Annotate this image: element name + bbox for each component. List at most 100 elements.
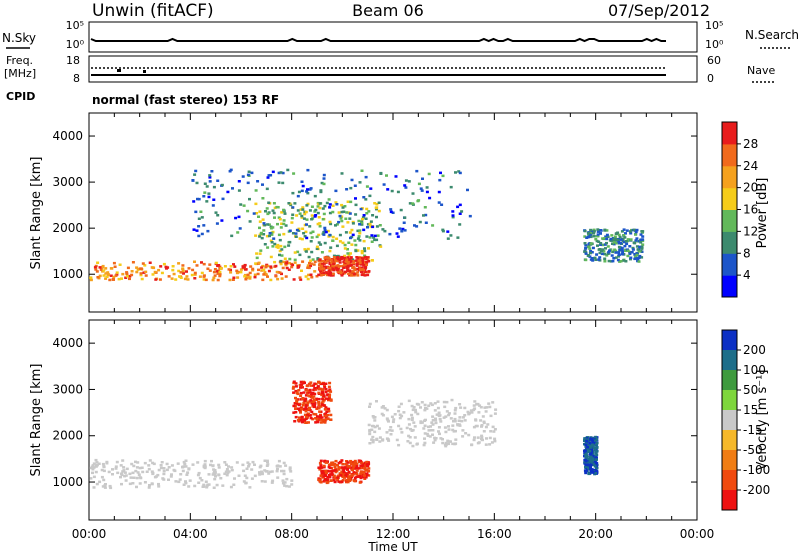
echo-mark: [323, 408, 327, 411]
echo-mark: [99, 268, 103, 271]
echo-mark: [331, 235, 335, 239]
echo-mark: [92, 462, 96, 465]
echo-mark: [335, 237, 339, 240]
echo-mark: [280, 222, 284, 225]
y-tick-label: 4000: [52, 129, 83, 143]
echo-mark: [313, 194, 317, 198]
echo-mark: [355, 262, 359, 266]
echo-mark: [276, 467, 279, 471]
echo-mark: [348, 262, 352, 265]
echo-mark: [324, 406, 328, 409]
echo-mark: [456, 205, 460, 209]
echo-mark: [389, 433, 393, 436]
echo-mark: [135, 485, 138, 489]
echo-mark: [349, 186, 353, 190]
echo-mark: [362, 214, 366, 217]
echo-mark: [356, 271, 360, 274]
echo-mark: [354, 243, 358, 247]
echo-mark: [277, 233, 281, 237]
echo-mark: [408, 441, 412, 445]
echo-mark: [301, 386, 304, 389]
echo-mark: [254, 262, 258, 265]
echo-mark: [345, 211, 349, 214]
echo-mark: [454, 406, 458, 410]
echo-mark: [477, 441, 481, 444]
echo-mark: [230, 234, 234, 238]
colorbar-swatch: [722, 370, 737, 391]
echo-mark: [334, 259, 338, 262]
echo-mark: [334, 268, 338, 271]
echo-mark: [413, 224, 416, 227]
echo-mark: [477, 411, 481, 414]
echo-mark: [375, 437, 379, 441]
echo-mark: [349, 260, 353, 263]
echo-mark: [312, 388, 316, 392]
echo-mark: [255, 256, 259, 260]
echo-mark: [594, 469, 598, 473]
echo-mark: [306, 277, 310, 281]
echo-mark: [332, 265, 336, 268]
echo-mark: [321, 397, 325, 401]
echo-mark: [617, 253, 621, 256]
colorbar-tick-label: 8: [743, 246, 751, 260]
echo-mark: [365, 207, 369, 211]
frequency-gap-marker: [117, 69, 121, 72]
echo-mark: [612, 241, 616, 244]
echo-mark: [184, 481, 188, 485]
echo-mark: [319, 474, 323, 477]
echo-mark: [218, 273, 222, 276]
echo-mark: [635, 228, 639, 232]
echo-mark: [328, 220, 332, 224]
echo-mark: [434, 417, 437, 420]
echo-mark: [290, 265, 294, 269]
echo-mark: [191, 179, 195, 182]
echo-mark: [584, 252, 588, 255]
echo-mark: [285, 477, 289, 481]
echo-mark: [478, 404, 482, 407]
echo-mark: [167, 478, 170, 481]
echo-mark: [322, 173, 326, 177]
echo-mark: [310, 214, 314, 217]
echo-mark: [348, 231, 352, 234]
echo-mark: [596, 233, 600, 236]
echo-mark: [305, 388, 309, 392]
echo-mark: [237, 180, 241, 183]
echo-mark: [322, 382, 326, 386]
echo-mark: [296, 402, 300, 406]
echo-mark: [89, 477, 93, 480]
echo-mark: [299, 208, 303, 211]
echo-mark: [294, 407, 297, 410]
echo-mark: [458, 212, 462, 215]
echo-mark: [278, 238, 282, 242]
echo-mark: [589, 437, 593, 441]
echo-mark: [322, 267, 326, 270]
echo-mark: [640, 256, 644, 259]
echo-mark: [324, 382, 328, 385]
echo-mark: [128, 482, 132, 486]
echo-mark: [360, 223, 364, 226]
echo-mark: [320, 393, 324, 397]
echo-mark: [379, 245, 383, 248]
echo-mark: [431, 429, 435, 432]
echo-mark: [234, 216, 238, 220]
echo-mark: [278, 253, 281, 257]
echo-mark: [311, 400, 315, 403]
echo-mark: [302, 418, 306, 422]
echo-mark: [203, 191, 207, 194]
echo-mark: [354, 272, 358, 276]
colorbar-swatch: [722, 187, 737, 210]
echo-mark: [106, 271, 110, 274]
echo-mark: [230, 466, 234, 469]
echo-mark: [266, 463, 270, 466]
echo-mark: [366, 256, 370, 259]
echo-mark: [292, 385, 296, 389]
echo-mark: [360, 251, 364, 255]
echo-mark: [429, 402, 433, 405]
echo-mark: [91, 464, 95, 467]
x-tick-label: 00:00: [72, 527, 107, 541]
echo-mark: [617, 233, 621, 237]
echo-mark: [208, 176, 212, 179]
echo-mark: [248, 486, 252, 489]
echo-mark: [271, 226, 275, 229]
